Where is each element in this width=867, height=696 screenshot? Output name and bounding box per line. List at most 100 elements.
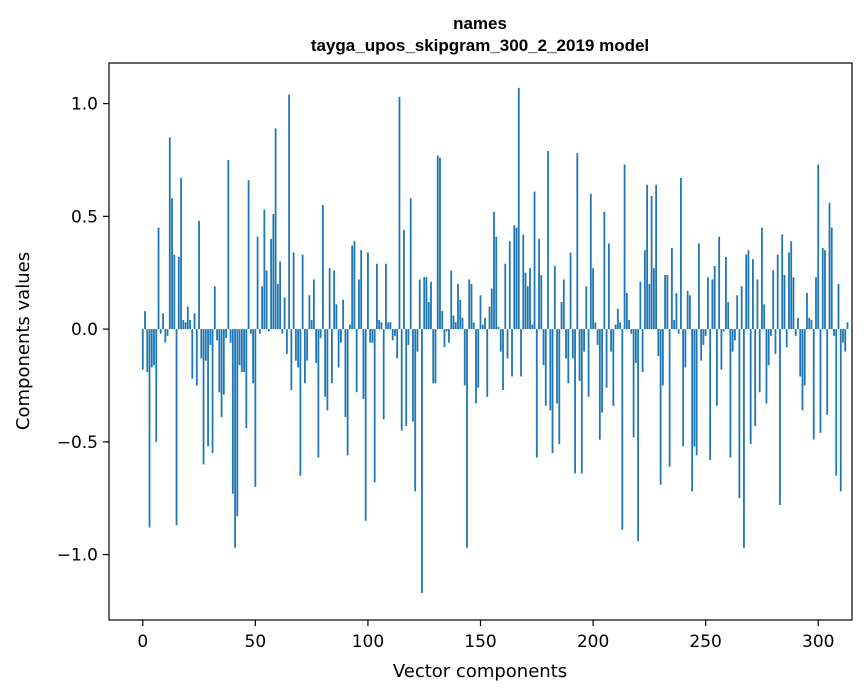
bar — [661, 329, 664, 386]
bar — [164, 329, 167, 343]
bar — [306, 329, 309, 361]
bar — [707, 277, 709, 330]
bar — [159, 329, 162, 334]
bar — [488, 306, 491, 330]
bar — [490, 288, 493, 330]
bar — [716, 329, 718, 406]
bar — [204, 329, 207, 361]
bar — [249, 329, 252, 334]
bar — [403, 229, 405, 330]
bar — [679, 178, 682, 330]
bar — [436, 155, 439, 330]
bar — [301, 254, 304, 330]
bar — [790, 241, 793, 330]
bar — [272, 214, 275, 330]
bar — [373, 329, 376, 483]
bar — [659, 329, 662, 485]
bar — [502, 329, 504, 390]
x-axis-ticks: 0 50 100 150 200 250 300 — [137, 620, 834, 652]
bar — [240, 329, 243, 372]
bar — [504, 263, 507, 330]
bar — [761, 227, 763, 330]
y-tick-label: −0.5 — [57, 433, 98, 453]
y-tick-label: −1.0 — [57, 546, 98, 566]
bar — [231, 329, 234, 494]
bar — [673, 320, 676, 330]
bar — [821, 247, 824, 330]
bar — [499, 329, 502, 352]
bar — [747, 250, 750, 330]
bar — [731, 329, 734, 352]
bar — [358, 279, 360, 330]
bar — [686, 290, 689, 330]
bar — [720, 329, 723, 370]
bar — [479, 295, 482, 330]
bar — [603, 211, 606, 330]
bar — [817, 164, 820, 330]
bar — [830, 227, 833, 330]
bar — [378, 320, 381, 330]
bar — [371, 329, 374, 343]
bar — [792, 277, 795, 330]
bar — [405, 329, 408, 427]
bar — [639, 281, 642, 330]
x-tick-label: 200 — [577, 632, 609, 652]
bar — [463, 329, 466, 386]
bar — [310, 320, 313, 330]
bar — [294, 329, 297, 361]
bar — [364, 329, 367, 521]
bar — [709, 329, 712, 460]
bar — [774, 329, 777, 354]
bar — [542, 329, 545, 366]
bar — [153, 329, 155, 366]
bar — [144, 311, 146, 330]
bar — [493, 211, 495, 330]
bar — [540, 274, 543, 330]
bar — [220, 329, 223, 418]
bar — [200, 329, 203, 359]
bar — [725, 256, 727, 330]
bar — [740, 286, 743, 330]
bar — [722, 329, 725, 332]
bar — [756, 279, 759, 330]
bar — [213, 286, 216, 330]
bar — [700, 329, 703, 361]
y-axis-label: Components values — [13, 252, 34, 430]
bar — [486, 329, 489, 397]
bar — [646, 184, 649, 330]
bar — [576, 153, 579, 330]
bar — [331, 329, 333, 384]
bar — [567, 329, 570, 384]
bar — [526, 286, 529, 330]
bar — [607, 243, 610, 330]
bar — [842, 329, 844, 343]
bar — [767, 329, 770, 366]
bar — [222, 329, 225, 395]
bar — [688, 295, 691, 330]
bar — [333, 270, 336, 330]
bar — [585, 286, 588, 330]
x-tick-label: 50 — [245, 632, 267, 652]
bar — [544, 329, 547, 406]
bar — [655, 184, 658, 330]
bar — [587, 329, 590, 397]
bar — [650, 196, 653, 330]
bar — [180, 178, 182, 330]
x-tick-label: 100 — [352, 632, 384, 652]
bar — [806, 293, 808, 330]
bar — [610, 329, 612, 352]
bar — [729, 329, 732, 458]
bar — [308, 295, 311, 330]
bar — [783, 274, 786, 330]
bar — [468, 279, 471, 330]
bar — [362, 329, 365, 400]
bar — [763, 304, 766, 330]
bar — [285, 329, 288, 354]
bar — [225, 329, 227, 339]
bar — [828, 202, 831, 330]
bar — [267, 329, 270, 332]
bar — [148, 329, 151, 528]
x-tick-label: 300 — [802, 632, 834, 652]
bar — [265, 270, 268, 330]
